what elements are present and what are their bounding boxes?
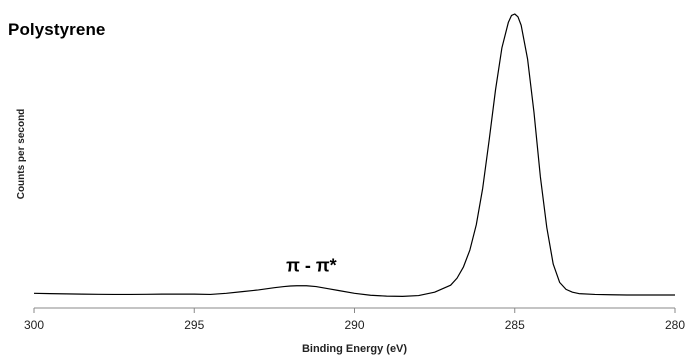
x-tick-label: 300: [24, 318, 44, 332]
x-tick-label: 285: [505, 318, 525, 332]
chart-title: Polystyrene: [8, 20, 106, 39]
x-tick-label: 295: [184, 318, 204, 332]
y-axis-label: Counts per second: [16, 109, 27, 200]
x-tick-label: 280: [665, 318, 685, 332]
peak-annotation: π - π*: [286, 255, 337, 275]
spectrum-line: [33, 13, 675, 297]
x-axis-label: Binding Energy (eV): [302, 343, 407, 355]
x-tick-label: 290: [344, 318, 364, 332]
